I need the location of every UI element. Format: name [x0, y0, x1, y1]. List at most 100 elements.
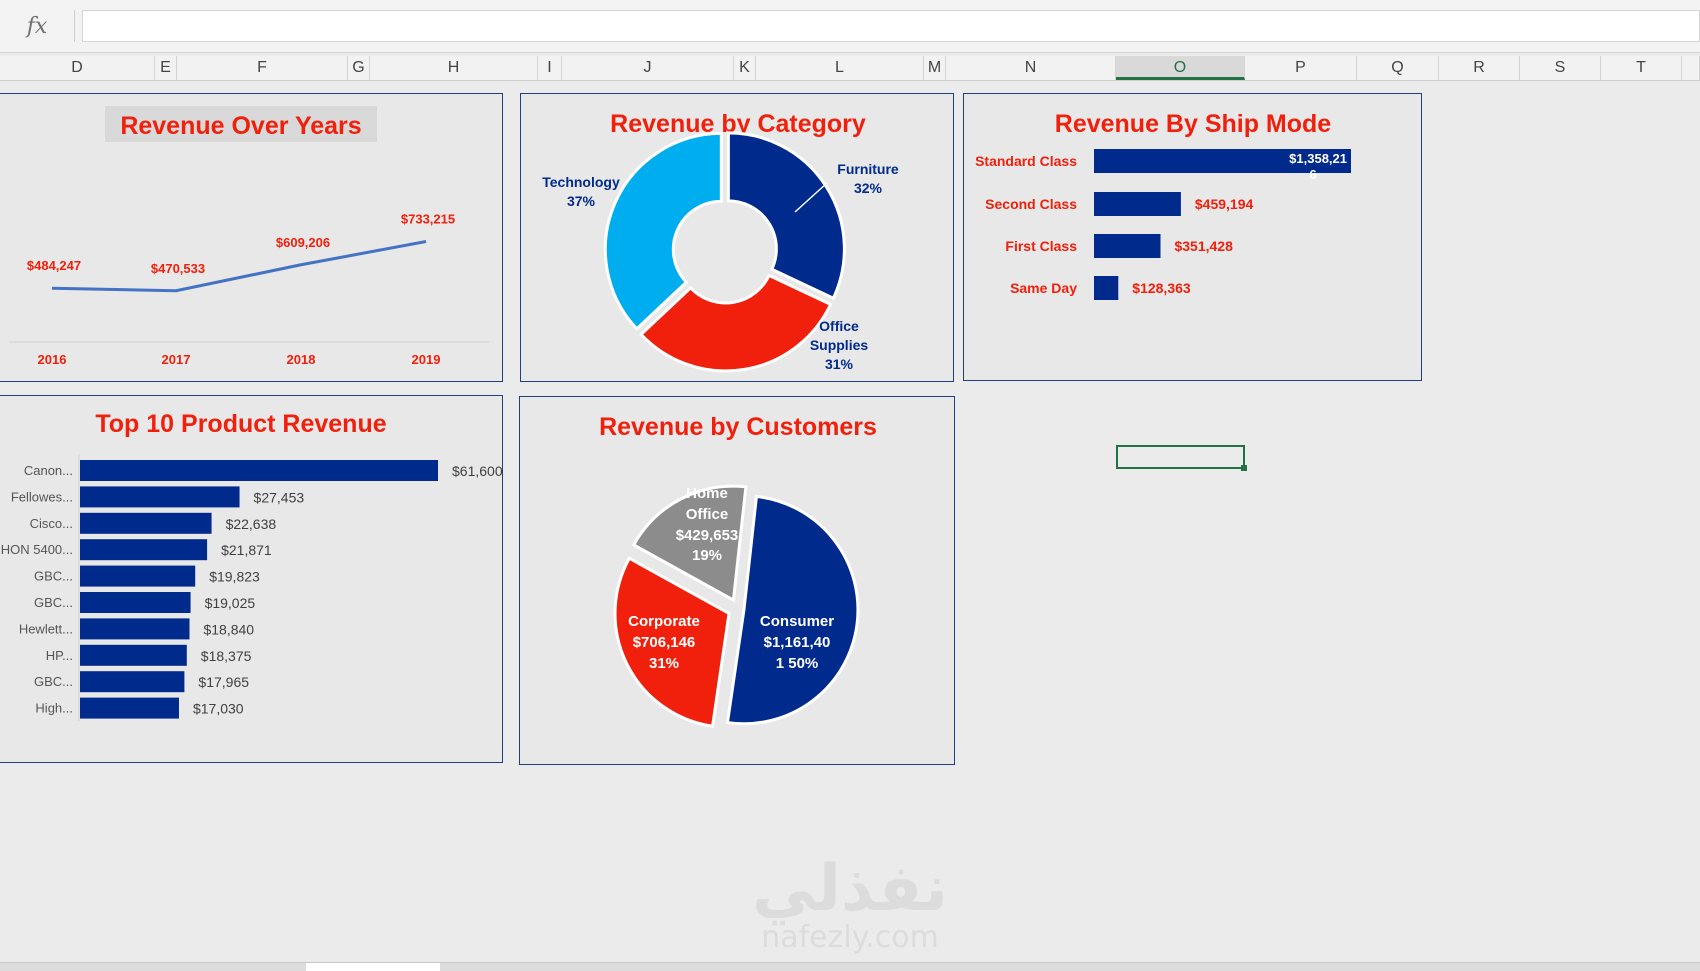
data-label: $19,823 [209, 569, 260, 585]
selected-cell[interactable] [1116, 445, 1247, 471]
fx-icon[interactable]: fx [0, 10, 75, 42]
consumer-value: $1,161,40 [764, 634, 831, 651]
x-tick-2018: 2018 [287, 352, 316, 367]
slice-consumer[interactable] [725, 494, 860, 726]
bar-product-3[interactable] [80, 512, 212, 534]
column-header-i[interactable]: I [538, 56, 562, 80]
bar-product-6[interactable] [80, 592, 191, 613]
office-supplies-percent: 31% [825, 356, 854, 372]
category-label: Standard Class [975, 153, 1077, 169]
pie-chart-customers: Revenue by Customers Consumer $1,161,40 … [599, 413, 877, 728]
watermark-arabic: نفذلي [752, 852, 948, 926]
data-label: $18,840 [203, 621, 254, 637]
corporate-label: Corporate [628, 613, 700, 630]
bar-product-1[interactable] [80, 460, 438, 481]
column-header-n[interactable]: N [946, 56, 1116, 80]
bar-first-class[interactable] [1094, 234, 1161, 258]
column-header-o[interactable]: O [1116, 56, 1245, 80]
bar-same-day[interactable] [1094, 276, 1119, 300]
column-header-f[interactable]: F [177, 56, 348, 80]
column-header-d[interactable]: D [0, 56, 155, 80]
data-label-2016: $484,247 [27, 258, 81, 273]
chart-title: Revenue Over Years [120, 112, 361, 140]
slice-technology[interactable] [603, 131, 723, 331]
data-label-2018: $609,206 [276, 235, 330, 250]
x-tick-2019: 2019 [412, 352, 441, 367]
data-label: $22,638 [226, 516, 277, 532]
column-header-more[interactable] [1682, 56, 1700, 80]
category-label: Canon... [24, 463, 73, 478]
sheet-tabs-bar [0, 962, 1700, 971]
column-header-h[interactable]: H [370, 56, 538, 80]
office-supplies-label-1: Office [819, 318, 859, 334]
panel-revenue-by-customers[interactable]: Revenue by Customers Consumer $1,161,40 … [519, 396, 955, 765]
data-label-wrap: 6 [1309, 167, 1316, 182]
corporate-percent: 31% [649, 655, 679, 672]
bar-second-class[interactable] [1094, 192, 1181, 216]
column-header-j[interactable]: J [562, 56, 734, 80]
consumer-percent: 1 50% [776, 655, 819, 672]
panel-revenue-by-ship-mode[interactable]: Revenue By Ship Mode Standard Class $1,35… [963, 93, 1422, 381]
bar-product-9[interactable] [80, 671, 185, 693]
bar-chart-ship-mode: Revenue By Ship Mode Standard Class $1,35… [975, 110, 1351, 300]
column-header-g[interactable]: G [348, 56, 370, 80]
slice-home-office[interactable] [631, 484, 748, 603]
category-label: GBC... [34, 595, 73, 610]
category-label: Cisco... [30, 516, 73, 531]
column-header-q[interactable]: Q [1357, 56, 1439, 80]
bar-product-7[interactable] [80, 618, 190, 640]
consumer-label: Consumer [760, 613, 834, 630]
line-chart-revenue-years: Revenue Over Years $484,247 $470,533 $609,… [9, 106, 489, 367]
column-header-p[interactable]: P [1245, 56, 1357, 80]
office-supplies-label-2: Supplies [810, 337, 869, 353]
column-header-m[interactable]: M [924, 56, 946, 80]
data-label: $459,194 [1195, 196, 1254, 212]
category-label: First Class [1005, 238, 1077, 254]
corporate-value: $706,146 [633, 634, 696, 651]
chart-title: Revenue by Customers [599, 413, 877, 441]
column-header-t[interactable]: T [1601, 56, 1682, 80]
category-label: HON 5400... [1, 542, 73, 557]
category-label: GBC... [34, 569, 73, 584]
category-label: HP... [46, 648, 73, 663]
x-tick-2017: 2017 [162, 352, 191, 367]
fill-handle[interactable] [1241, 465, 1247, 471]
bar-standard-class[interactable] [1094, 149, 1351, 173]
bar-product-8[interactable] [80, 644, 187, 666]
column-header-r[interactable]: R [1439, 56, 1520, 80]
active-sheet-tab[interactable] [306, 963, 440, 971]
data-label: $1,358,21 [1289, 151, 1347, 166]
bar-product-5[interactable] [80, 565, 196, 587]
slice-corporate[interactable] [613, 556, 731, 728]
panel-revenue-over-years[interactable]: Revenue Over Years $484,247 $470,533 $609,… [0, 93, 503, 382]
column-header-k[interactable]: K [734, 56, 756, 80]
title-background [105, 106, 377, 142]
chart-title: Top 10 Product Revenue [95, 410, 386, 438]
technology-label: Technology [542, 174, 620, 190]
home-office-value: $429,653 [676, 527, 739, 544]
data-label: $61,600 [452, 463, 503, 479]
panel-revenue-by-category[interactable]: Revenue by Category Furniture 32% Office… [520, 93, 954, 382]
slice-furniture[interactable] [726, 131, 846, 301]
bar-product-4[interactable] [80, 539, 208, 561]
category-label: Hewlett... [19, 621, 73, 636]
category-label: Second Class [985, 196, 1077, 212]
column-header-l[interactable]: L [756, 56, 924, 80]
column-header-e[interactable]: E [155, 56, 177, 80]
column-header-s[interactable]: S [1520, 56, 1601, 80]
watermark: نفذلي nafezly.com [720, 855, 980, 953]
category-label: GBC... [34, 674, 73, 689]
data-label: $17,030 [193, 701, 244, 717]
formula-bar: fx [0, 0, 1700, 53]
slice-office-supplies[interactable] [638, 273, 833, 373]
category-label: High... [35, 701, 73, 716]
formula-input[interactable] [82, 10, 1700, 42]
panel-top-10-products[interactable]: Top 10 Product Revenue Canon... $61,600 Fe… [0, 395, 503, 763]
donut-chart-category: Revenue by Category Furniture 32% Office… [542, 110, 899, 373]
bar-product-10[interactable] [80, 697, 179, 719]
category-label: Fellowes... [11, 489, 73, 504]
furniture-leader-line [794, 182, 828, 213]
bar-product-2[interactable] [80, 486, 240, 508]
data-label: $27,453 [254, 489, 305, 505]
data-label: $19,025 [205, 595, 256, 611]
